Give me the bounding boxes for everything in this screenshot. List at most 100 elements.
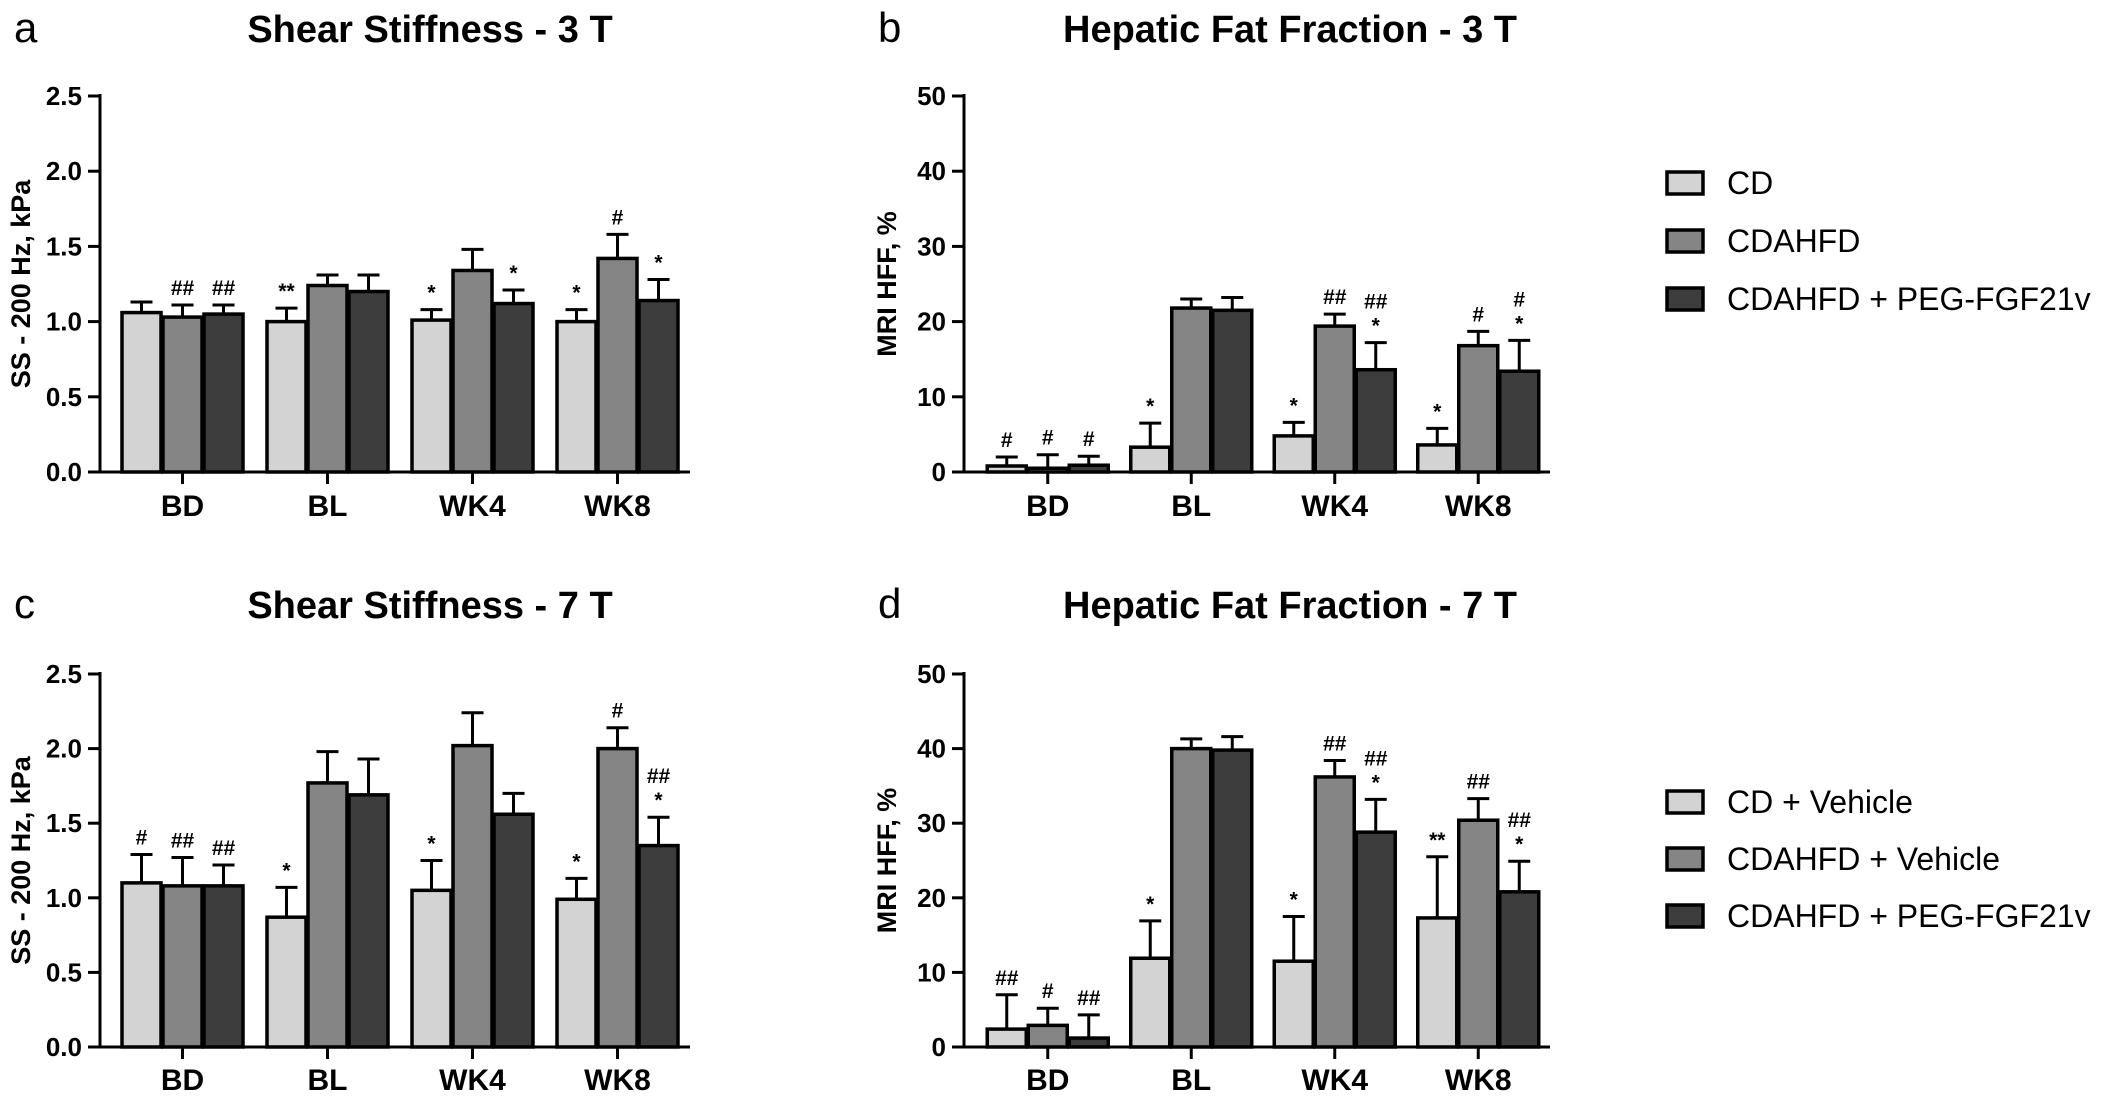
y-tick-label: 20 [917,307,946,337]
significance-label: # [612,206,624,229]
bar [120,310,163,474]
x-tick-label: BD [1026,490,1069,523]
panel-letter: b [878,4,901,51]
significance-label: * [1290,394,1299,417]
bar [347,289,390,474]
legend-swatch [1665,170,1705,196]
bar [492,812,535,1049]
chart-title: Hepatic Fat Fraction - 3 T [1063,9,1517,51]
y-tick-label: 0.5 [46,382,82,412]
x-tick-label: BL [1171,490,1211,523]
y-tick-label: 2.5 [46,81,82,111]
y-tick-label: 1.5 [46,231,82,261]
y-axis-label: SS - 200 Hz, kPa [6,755,36,965]
bar [1457,818,1500,1049]
y-tick-label: 10 [917,382,946,412]
bar [555,319,598,474]
significance-label: ## [1364,291,1388,314]
significance-label: # [1042,427,1054,450]
significance-label: ## [212,837,236,860]
y-axis-label: MRI HFF, % [872,788,902,934]
panel-d: d Hepatic Fat Fraction - 7 T MRI HFF, % 0 10… [872,580,1550,1096]
bar [202,884,245,1049]
x-tick-label: WK4 [1301,490,1368,523]
significance-label: # [1001,429,1013,452]
y-tick-label: 50 [917,659,946,689]
y-tick-label: 0.0 [46,1032,82,1062]
y-tick-label: 1.0 [46,307,82,337]
panel-b: b Hepatic Fat Fraction - 3 T MRI HFF, % 0 10… [872,4,1550,523]
significance-label: # [136,827,148,850]
significance-label: ## [1077,987,1101,1010]
bar [1354,367,1397,474]
bar [1354,830,1397,1049]
significance-label: ## [1508,809,1532,832]
significance-label: * [427,282,436,305]
significance-label: * [1515,833,1524,856]
legend-swatch [1665,286,1705,312]
y-axis-label: MRI HFF, % [872,211,902,357]
x-tick-label: BD [161,490,204,523]
x-tick-label: BL [308,1064,348,1096]
significance-label: * [572,850,581,873]
significance-label: ## [995,967,1019,990]
significance-label: * [509,262,518,285]
y-tick-label: 10 [917,957,946,987]
bar [265,915,308,1049]
significance-label: ## [1467,771,1491,794]
y-tick-label: 0.5 [46,957,82,987]
bar [1067,463,1110,474]
bar [596,256,639,474]
y-tick-label: 0 [932,1032,946,1062]
bar [451,743,494,1049]
significance-label: * [572,282,581,305]
significance-label: ** [278,280,295,303]
significance-label: * [1146,395,1155,418]
chart-title: Hepatic Fat Fraction - 7 T [1063,585,1517,627]
bar [1272,434,1315,474]
significance-label: ## [647,765,671,788]
bar [347,793,390,1049]
bar [1498,369,1541,474]
bar [985,464,1028,474]
y-tick-label: 40 [917,734,946,764]
significance-label: ## [171,277,195,300]
significance-label: * [1433,400,1442,423]
y-tick-label: 2.5 [46,659,82,689]
legend-label: CDAHFD + PEG-FGF21v [1727,898,2091,934]
legend-swatch [1665,228,1705,254]
significance-label: ** [1429,829,1446,852]
significance-label: ## [1323,733,1347,756]
panel-letter: c [14,580,35,627]
x-tick-label: WK8 [1445,490,1512,523]
legend-item: CDAHFD + PEG-FGF21v [1665,281,2091,317]
bar [985,1027,1028,1049]
bar [306,781,349,1049]
y-tick-label: 1.0 [46,883,82,913]
y-tick-label: 2.0 [46,156,82,186]
legend-item: CDAHFD + Vehicle [1665,841,2000,877]
bar [120,881,163,1049]
significance-label: # [1042,980,1054,1003]
bar [637,298,680,474]
y-tick-label: 2.0 [46,734,82,764]
chart-title: Shear Stiffness - 3 T [247,9,612,51]
x-tick-label: BL [1171,1064,1211,1096]
significance-label: ## [212,277,236,300]
significance-label: * [1146,893,1155,916]
bar [1129,956,1172,1049]
x-tick-label: WK4 [439,490,506,523]
bar [1170,306,1213,474]
significance-label: * [427,833,436,856]
x-tick-label: BD [161,1064,204,1096]
bar [1416,443,1459,474]
legend-bottom: CD + Vehicle CDAHFD + Vehicle CDAHFD + PEG… [1665,784,2091,934]
bar [265,319,308,474]
y-tick-label: 20 [917,883,946,913]
x-tick-label: BD [1026,1064,1069,1096]
significance-label: ## [1323,286,1347,309]
bar [1313,775,1356,1049]
bar [1457,343,1500,474]
x-tick-label: WK8 [584,1064,651,1096]
significance-label: * [282,859,291,882]
